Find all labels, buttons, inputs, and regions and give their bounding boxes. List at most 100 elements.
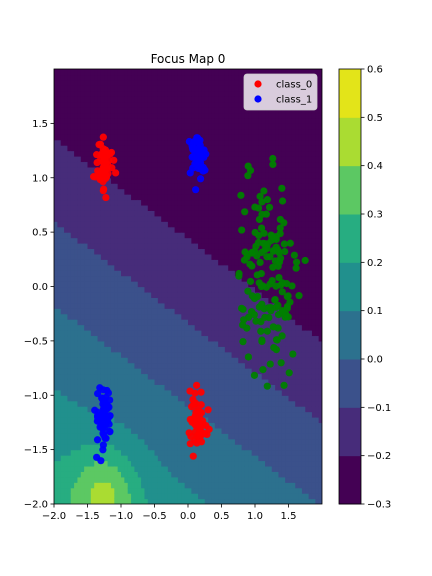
contour-cell	[204, 471, 209, 478]
contour-cell	[64, 204, 68, 211]
contour-cell	[258, 253, 263, 260]
contour-cell	[241, 172, 246, 179]
contour-cell	[188, 471, 192, 478]
contour-cell	[84, 199, 89, 206]
contour-cell	[234, 226, 239, 233]
contour-cell	[137, 275, 142, 282]
contour-cell	[174, 215, 179, 222]
contour-cell	[251, 172, 256, 179]
contour-cell	[60, 444, 65, 451]
contour-cell	[161, 281, 166, 288]
contour-cell	[110, 482, 115, 489]
contour-cell	[80, 117, 85, 124]
contour-cell	[157, 438, 162, 445]
contour-cell	[87, 346, 92, 353]
contour-cell	[144, 270, 149, 277]
contour-cell	[144, 259, 149, 266]
contour-cell	[228, 134, 233, 141]
contour-cell	[64, 188, 68, 195]
contour-cell	[80, 177, 85, 184]
contour-cell	[84, 493, 89, 500]
contour-cell	[121, 384, 125, 391]
contour-cell	[117, 215, 122, 222]
contour-cell	[181, 204, 186, 211]
contour-cell	[181, 482, 186, 489]
contour-cell	[161, 444, 166, 451]
contour-cell	[234, 438, 239, 445]
contour-cell	[141, 476, 146, 483]
contour-cell	[201, 395, 206, 402]
contour-cell	[167, 74, 172, 81]
contour-cell	[124, 319, 129, 326]
contour-cell	[107, 101, 112, 108]
contour-cell	[70, 85, 75, 92]
contour-cell	[157, 275, 162, 282]
contour-cell	[97, 368, 102, 375]
contour-cell	[87, 438, 92, 445]
contour-cell	[84, 417, 89, 424]
contour-cell	[110, 498, 115, 504]
contour-cell	[255, 161, 259, 168]
contour-cell	[224, 324, 229, 331]
contour-cell	[64, 145, 68, 152]
contour-cell	[201, 74, 206, 81]
contour-cell	[134, 259, 139, 266]
contour-cell	[131, 107, 135, 114]
contour-cell	[198, 215, 202, 222]
contour-cell	[221, 460, 226, 467]
contour-cell	[167, 166, 172, 173]
contour-cell	[231, 389, 236, 396]
contour-cell	[188, 340, 192, 347]
contour-cell	[255, 188, 259, 195]
contour-cell	[241, 400, 246, 407]
contour-cell	[234, 145, 239, 152]
contour-cell	[238, 112, 243, 119]
contour-cell	[141, 221, 146, 228]
contour-cell	[90, 308, 95, 315]
contour-cell	[224, 384, 229, 391]
contour-cell	[90, 498, 95, 504]
contour-cell	[224, 79, 229, 86]
contour-cell	[211, 330, 216, 337]
contour-cell	[114, 493, 119, 500]
contour-cell	[154, 373, 159, 380]
contour-cell	[154, 123, 159, 130]
contour-cell	[167, 145, 172, 152]
contour-cell	[141, 150, 146, 157]
contour-cell	[261, 406, 266, 413]
contour-cell	[151, 427, 156, 434]
contour-cell	[60, 324, 65, 331]
contour-cell	[177, 79, 182, 86]
contour-cell	[77, 335, 82, 342]
contour-cell	[80, 150, 85, 157]
contour-cell	[144, 107, 149, 114]
contour-cell	[228, 411, 233, 418]
contour-cell	[151, 465, 156, 472]
contour-cell	[208, 362, 213, 369]
contour-cell	[228, 324, 233, 331]
contour-cell	[121, 210, 125, 217]
contour-cell	[234, 221, 239, 228]
contour-cell	[74, 389, 79, 396]
contour-cell	[114, 455, 119, 462]
contour-cell	[107, 487, 112, 494]
contour-cell	[131, 210, 135, 217]
contour-cell	[121, 128, 125, 135]
contour-cell	[218, 253, 223, 260]
contour-cell	[144, 79, 149, 86]
contour-cell	[258, 357, 263, 364]
contour-cell	[117, 85, 122, 92]
contour-cell	[144, 308, 149, 315]
contour-cell	[147, 275, 152, 282]
contour-cell	[147, 243, 152, 250]
contour-cell	[174, 302, 179, 309]
contour-cell	[134, 204, 139, 211]
contour-cell	[67, 389, 72, 396]
contour-cell	[107, 302, 112, 309]
contour-cell	[151, 476, 156, 483]
contour-cell	[134, 471, 139, 478]
contour-cell	[164, 373, 169, 380]
contour-cell	[131, 302, 135, 309]
contour-cell	[67, 302, 72, 309]
contour-cell	[194, 286, 199, 293]
